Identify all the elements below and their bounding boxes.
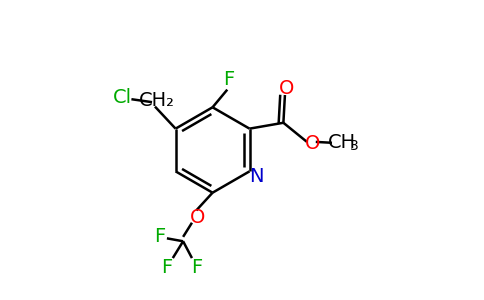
Text: O: O xyxy=(304,134,320,153)
Text: O: O xyxy=(279,79,294,98)
Text: F: F xyxy=(161,258,172,277)
Text: CH₂: CH₂ xyxy=(138,91,174,110)
Text: CH: CH xyxy=(328,133,356,152)
Text: 3: 3 xyxy=(349,139,359,153)
Text: F: F xyxy=(154,227,165,246)
Text: F: F xyxy=(191,258,202,277)
Text: O: O xyxy=(190,208,205,227)
Text: N: N xyxy=(249,167,263,186)
Text: F: F xyxy=(223,70,234,89)
Text: Cl: Cl xyxy=(113,88,132,107)
